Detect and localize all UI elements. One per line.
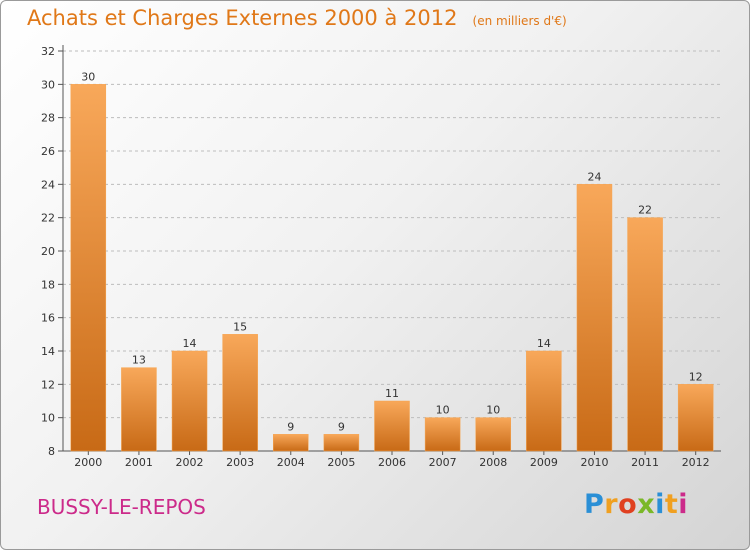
x-tick-label-2003: 2003 [226,456,254,469]
data-label-2012: 12 [689,370,703,383]
data-label-2006: 11 [385,387,399,400]
y-tick-label: 18 [41,278,55,291]
y-tick-label: 10 [41,412,55,425]
y-tick-label: 28 [41,112,55,125]
data-label-2003: 15 [233,320,247,333]
x-tick-label-2012: 2012 [682,456,710,469]
chart-title: Achats et Charges Externes 2000 à 2012 [27,6,458,30]
bar-2008 [475,417,511,452]
x-tick-label-2006: 2006 [378,456,406,469]
logo-letter: i [655,489,665,520]
y-tick-label: 16 [41,312,55,325]
x-tick-label-2008: 2008 [479,456,507,469]
data-label-2008: 10 [486,404,500,417]
x-tick-label-2011: 2011 [631,456,659,469]
y-tick-label: 14 [41,345,55,358]
x-tick-label-2002: 2002 [176,456,204,469]
bars [70,84,714,452]
bar-2003 [222,334,258,452]
bar-2001 [121,367,157,452]
bar-2007 [424,417,461,452]
logo-letter: i [678,489,689,520]
title-row: Achats et Charges Externes 2000 à 2012 (… [27,6,567,30]
proxiti-logo: Proxiti [584,489,688,520]
data-label-2004: 9 [287,420,294,433]
x-tick-label-2009: 2009 [530,456,558,469]
y-tick-label: 32 [41,45,55,58]
data-label-2007: 10 [436,404,450,417]
bar-2000 [70,84,107,452]
bar-2004 [273,434,309,452]
logo-letter: x [637,489,656,520]
x-tick-label-2007: 2007 [429,456,457,469]
x-tick-label-2004: 2004 [277,456,305,469]
data-label-2009: 14 [537,337,551,350]
x-tick-label-2005: 2005 [327,456,355,469]
logo-letter: r [604,489,619,520]
x-tick-label-2000: 2000 [74,456,102,469]
data-label-2000: 30 [81,70,95,83]
x-tick-label-2010: 2010 [580,456,608,469]
y-tick-label: 20 [41,245,55,258]
data-label-2002: 14 [183,337,197,350]
commune-name: BUSSY-LE-REPOS [37,495,206,519]
x-tick-label-2001: 2001 [125,456,153,469]
bar-2002 [171,350,208,452]
data-label-2010: 24 [587,170,601,183]
bar-2012 [677,384,714,452]
y-tick-label: 24 [41,178,55,191]
bar-2011 [627,217,663,452]
y-tick-label: 12 [41,378,55,391]
logo-letter: t [664,489,679,520]
logo-letter: o [618,489,638,520]
y-tick-label: 8 [48,445,55,458]
data-label-2001: 13 [132,354,146,367]
data-label-2005: 9 [338,420,345,433]
bar-2010 [576,184,613,452]
bar-2005 [323,434,360,452]
y-tick-label: 26 [41,145,55,158]
bar-2009 [526,350,562,452]
data-label-2011: 22 [638,204,652,217]
y-tick-label: 30 [41,78,55,91]
chart-unit: (en milliers d'€) [472,14,567,28]
bar-2006 [374,400,410,452]
y-tick-label: 22 [41,212,55,225]
labels: 8 10 12 14 16 18 20 22 24 26 28 30 32 30 2000 13 2001 14 2… [41,45,710,469]
logo-letter: P [584,489,605,520]
